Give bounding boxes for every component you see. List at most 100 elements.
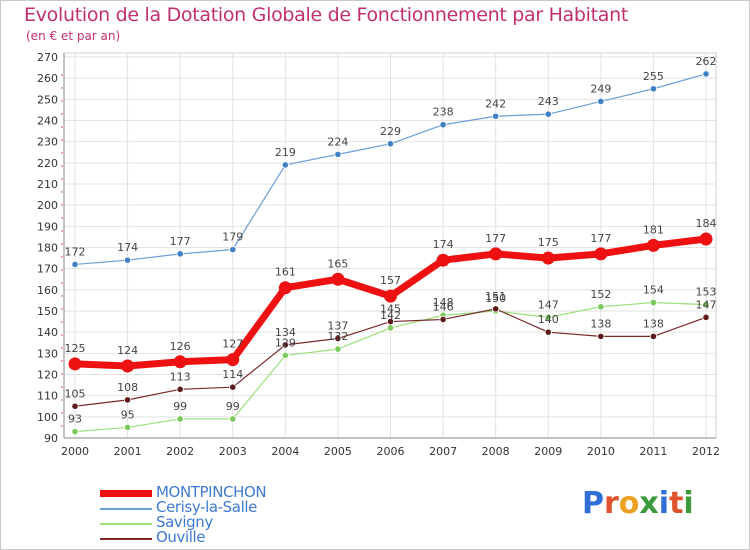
logo-letter: i [658, 486, 670, 521]
data-point-cerisy-la-salle [176, 250, 184, 258]
data-label-ouville: 147 [696, 298, 717, 311]
data-label-savigny: 93 [68, 413, 82, 426]
y-tick-label: 150 [37, 305, 58, 318]
data-label-cerisy-la-salle: 224 [327, 135, 348, 148]
data-label-montpinchon: 126 [170, 340, 191, 353]
legend-swatch-ouville [100, 538, 152, 540]
y-tick-label: 90 [44, 432, 58, 445]
data-point-montpinchon [173, 355, 187, 369]
data-point-montpinchon [226, 353, 240, 367]
data-point-ouville [229, 383, 237, 391]
data-point-montpinchon [594, 247, 608, 261]
y-tick-label: 110 [37, 390, 58, 403]
data-point-montpinchon [121, 359, 135, 373]
data-label-savigny: 154 [643, 284, 664, 297]
x-tick-label: 2006 [377, 445, 405, 458]
y-tick-label: 200 [37, 199, 58, 212]
data-point-cerisy-la-salle [649, 85, 658, 93]
data-label-savigny: 147 [538, 298, 559, 311]
legend-swatch-montpinchon [100, 490, 152, 497]
x-tick-label: 2008 [482, 445, 510, 458]
y-tick-label: 220 [37, 157, 58, 170]
data-label-cerisy-la-salle: 255 [643, 70, 664, 83]
data-label-cerisy-la-salle: 179 [222, 231, 243, 244]
data-label-cerisy-la-salle: 242 [485, 97, 506, 110]
y-tick-label: 230 [37, 136, 58, 149]
legend-item-montpinchon: MONTPINCHON [100, 483, 360, 502]
data-label-ouville: 140 [538, 313, 559, 326]
legend-swatch-cerisy-la-salle [100, 508, 152, 510]
data-label-montpinchon: 184 [696, 217, 717, 230]
x-tick-label: 2002 [166, 445, 194, 458]
data-label-ouville: 113 [170, 370, 191, 383]
x-tick-label: 2001 [114, 445, 142, 458]
data-point-cerisy-la-salle [71, 260, 79, 269]
logo-letter: x [639, 486, 659, 521]
data-point-cerisy-la-salle [492, 112, 500, 120]
data-label-ouville: 151 [485, 290, 506, 303]
data-label-savigny: 95 [121, 408, 135, 421]
data-label-montpinchon: 127 [222, 338, 243, 351]
data-point-ouville [176, 385, 184, 393]
y-tick-label: 270 [37, 51, 58, 64]
data-point-savigny [702, 301, 710, 309]
data-point-cerisy-la-salle [439, 121, 447, 129]
data-label-savigny: 129 [275, 336, 296, 349]
data-label-montpinchon: 124 [117, 344, 138, 357]
y-tick-label: 120 [37, 369, 58, 382]
data-label-savigny: 153 [696, 286, 717, 299]
data-point-cerisy-la-salle [229, 246, 237, 254]
x-tick-label: 2003 [219, 445, 247, 458]
data-point-cerisy-la-salle [281, 161, 289, 169]
data-point-ouville [702, 313, 710, 321]
data-label-savigny: 142 [380, 309, 401, 322]
data-label-savigny: 152 [590, 288, 611, 301]
data-point-savigny [71, 428, 79, 436]
logo-letter: P [582, 486, 604, 521]
data-point-montpinchon [68, 357, 82, 371]
data-label-cerisy-la-salle: 238 [433, 106, 454, 119]
y-tick-label: 160 [37, 284, 58, 297]
data-point-cerisy-la-salle [334, 150, 342, 158]
logo-letter: o [618, 486, 640, 521]
data-point-montpinchon [646, 238, 660, 252]
y-tick-label: 180 [37, 242, 58, 255]
data-label-montpinchon: 125 [65, 342, 86, 355]
data-label-savigny: 99 [173, 400, 187, 413]
data-label-cerisy-la-salle: 219 [275, 146, 296, 159]
data-point-savigny [176, 415, 184, 423]
y-tick-label: 260 [37, 72, 58, 85]
x-tick-label: 2000 [61, 445, 89, 458]
logo-letter: r [604, 486, 619, 521]
data-label-montpinchon: 177 [590, 232, 611, 245]
legend-label-ouville: Ouville [156, 528, 206, 546]
data-point-cerisy-la-salle [544, 110, 552, 118]
data-point-montpinchon [278, 281, 292, 295]
legend-item-savigny: Savigny [100, 513, 360, 532]
data-point-montpinchon [489, 247, 503, 261]
data-label-cerisy-la-salle: 174 [117, 241, 138, 254]
data-label-cerisy-la-salle: 229 [380, 125, 401, 138]
data-point-savigny [597, 303, 605, 311]
data-label-montpinchon: 177 [485, 232, 506, 245]
data-label-montpinchon: 161 [275, 266, 296, 279]
data-point-ouville [649, 332, 658, 340]
x-tick-label: 2004 [271, 445, 299, 458]
data-point-savigny [281, 351, 289, 360]
data-point-ouville [439, 315, 447, 324]
data-label-montpinchon: 181 [643, 223, 664, 236]
data-point-cerisy-la-salle [123, 256, 132, 264]
data-label-cerisy-la-salle: 177 [170, 235, 191, 248]
data-point-montpinchon [699, 232, 713, 246]
data-point-ouville [71, 402, 79, 410]
data-point-savigny [334, 345, 342, 353]
proxiti-logo: Proxiti [582, 486, 694, 521]
y-tick-label: 190 [37, 220, 58, 233]
data-label-cerisy-la-salle: 243 [538, 95, 559, 108]
chart-title: Evolution de la Dotation Globale de Fonc… [24, 4, 629, 26]
data-label-montpinchon: 175 [538, 236, 559, 249]
data-point-ouville [334, 334, 342, 343]
y-tick-label: 250 [37, 93, 58, 106]
data-label-ouville: 145 [380, 303, 401, 316]
